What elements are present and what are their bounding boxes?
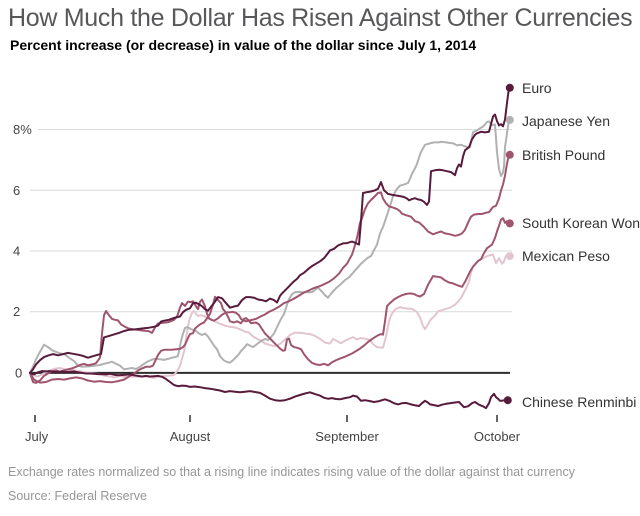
svg-text:July: July — [25, 429, 49, 444]
svg-text:South Korean Won: South Korean Won — [522, 215, 640, 231]
svg-text:8%: 8% — [13, 122, 32, 137]
svg-text:British Pound: British Pound — [522, 147, 605, 163]
svg-text:0: 0 — [15, 365, 22, 380]
svg-text:Chinese Renminbi: Chinese Renminbi — [522, 394, 636, 410]
svg-text:6: 6 — [13, 183, 20, 198]
svg-text:2: 2 — [13, 304, 20, 319]
svg-text:Japanese Yen: Japanese Yen — [522, 113, 610, 129]
svg-text:October: October — [474, 429, 521, 444]
svg-text:4: 4 — [13, 244, 20, 259]
svg-text:September: September — [315, 429, 379, 444]
svg-text:Mexican Peso: Mexican Peso — [522, 248, 610, 264]
svg-text:Euro: Euro — [522, 80, 552, 96]
svg-text:August: August — [170, 429, 211, 444]
